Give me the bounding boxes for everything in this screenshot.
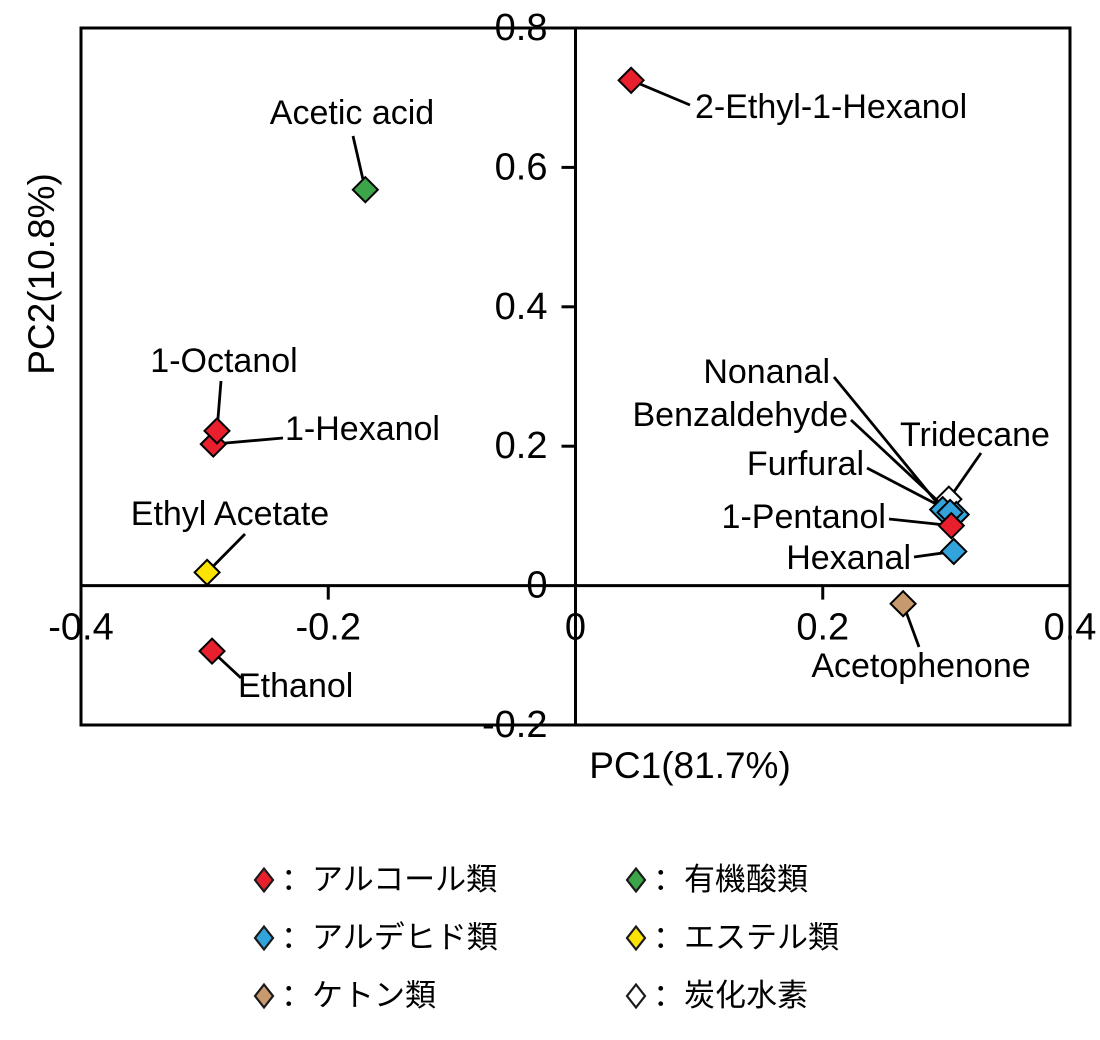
- point-label-acetic-acid: Acetic acid: [270, 94, 434, 132]
- point-label-1-octanol: 1-Octanol: [150, 342, 297, 380]
- legend-label-ester: ：エステル類: [653, 920, 839, 955]
- point-label-nonanal: Nonanal: [703, 353, 830, 391]
- point-label-ethyl-acetate: Ethyl Acetate: [131, 495, 329, 533]
- legend-marker-ester-diamond-icon: [625, 924, 647, 952]
- point-label-ethanol: Ethanol: [238, 667, 353, 705]
- x-tick-label-0-2: 0.2: [796, 607, 849, 649]
- legend-item-ketone: ：ケトン類: [252, 979, 436, 1013]
- point-label-benzaldehyde: Benzaldehyde: [632, 396, 848, 434]
- legend-marker-shape: [625, 982, 647, 1010]
- leader-line-2-ethyl-1-hexanol: [630, 78, 691, 107]
- legend-marker-ketone-diamond-icon: [253, 982, 275, 1010]
- data-point-acetophenone: [889, 589, 918, 618]
- point-label-tridecane: Tridecane: [900, 416, 1050, 454]
- legend-marker-shape: [625, 924, 647, 952]
- leader-line-benzaldehyde: [850, 418, 952, 514]
- data-point-hexanal: [939, 537, 968, 566]
- x-axis-title: PC1(81.7%): [589, 745, 791, 786]
- legend-label-alcohol: ：アルコール類: [281, 862, 498, 897]
- legend-item-hydrocarbon: ：炭化水素: [624, 979, 808, 1013]
- legend-item-alcohol: ：アルコール類: [252, 863, 497, 897]
- legend-marker-shape: [253, 924, 275, 952]
- data-point-ethyl-acetate: [193, 558, 222, 587]
- legend-marker-shape: [625, 866, 647, 894]
- y-tick-label-0-4: 0.4: [495, 286, 548, 328]
- data-point-acetic-acid: [351, 175, 380, 204]
- y-tick-label-0-8: 0.8: [495, 7, 548, 49]
- point-label-1-pentanol: 1-Pentanol: [722, 498, 886, 536]
- legend-item-aldehyde: ：アルデヒド類: [252, 921, 498, 955]
- x-tick-label-0-2: -0.2: [296, 607, 361, 649]
- y-tick-label-0-2: -0.2: [482, 704, 547, 746]
- legend-marker-aldehyde-diamond-icon: [253, 924, 275, 952]
- point-label-2-ethyl-1-hexanol: 2-Ethyl-1-Hexanol: [695, 88, 967, 126]
- legend-label-hydrocarbon: ：炭化水素: [653, 978, 808, 1013]
- x-tick-label-0: 0: [565, 607, 586, 649]
- point-label-hexanal: Hexanal: [786, 539, 911, 577]
- legend-marker-shape: [253, 866, 275, 894]
- y-axis-title: PC2(10.8%): [21, 173, 62, 375]
- legend-marker-organic-acid-diamond-icon: [625, 866, 647, 894]
- legend-marker-hydrocarbon-diamond-icon: [625, 982, 647, 1010]
- x-tick-label-0-4: 0.4: [1044, 607, 1097, 649]
- legend-item-ester: ：エステル類: [624, 921, 839, 955]
- point-label-1-hexanol: 1-Hexanol: [285, 410, 440, 448]
- data-point-ethanol: [198, 637, 226, 666]
- data-point-1-octanol: [203, 416, 231, 445]
- y-tick-label-0-6: 0.6: [495, 146, 548, 188]
- x-tick-label-0-4: -0.4: [48, 607, 113, 649]
- legend-item-organic-acid: ：有機酸類: [624, 863, 808, 897]
- legend-marker-alcohol-diamond-icon: [253, 866, 275, 894]
- pca-scatter-plot: -0.2 0 0.2 0.4 0.6 0.8 -0.4 -0.2 0 0.2 0.4 Acetic a…: [48, 7, 1097, 746]
- point-label-furfural: Furfural: [747, 445, 864, 483]
- legend-label-organic-acid: ：有機酸類: [653, 862, 808, 897]
- data-point-1-pentanol: [937, 511, 966, 540]
- y-tick-label-0-2: 0.2: [495, 425, 548, 467]
- y-tick-label-0: 0: [526, 565, 547, 607]
- data-point-2-ethyl-1-hexanol: [617, 66, 646, 95]
- legend-label-aldehyde: ：アルデヒド類: [281, 920, 498, 955]
- legend-marker-shape: [253, 982, 275, 1010]
- point-label-acetophenone: Acetophenone: [811, 647, 1030, 685]
- legend-label-ketone: ：ケトン類: [281, 978, 436, 1013]
